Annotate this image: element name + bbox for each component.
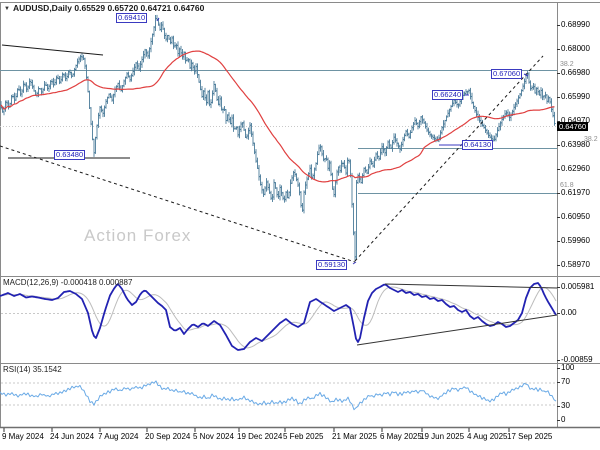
- time-axis-label: 6 May 2025: [380, 432, 422, 441]
- rsi-axis-label: 70: [561, 377, 570, 386]
- price-axis-label: 0.65990: [561, 92, 590, 101]
- time-axis-label: 7 Aug 2024: [98, 432, 139, 441]
- time-axis-label: 5 Nov 2024: [193, 432, 234, 441]
- price-axis-label: 0.61970: [561, 188, 590, 197]
- price-annotation[interactable]: 0.63480: [54, 150, 86, 160]
- price-annotation[interactable]: 0.59130: [316, 260, 348, 270]
- macd-axis-label: 0.005981: [561, 282, 595, 291]
- price-annotation[interactable]: 0.67060: [491, 69, 523, 79]
- price-axis-label: 0.59960: [561, 236, 590, 245]
- rsi-axis-label: 30: [561, 401, 570, 410]
- price-axis-label: 0.63980: [561, 140, 590, 149]
- price-axis-label: 0.66980: [561, 68, 590, 77]
- time-axis-label: 4 Aug 2025: [467, 432, 508, 441]
- rsi-indicator-label: RSI(14) 35.1542: [3, 365, 62, 374]
- price-axis-label: 0.58970: [561, 260, 590, 269]
- time-axis-label: 19 Dec 2024: [237, 432, 283, 441]
- ohlc-values: 0.65529 0.65720 0.64721 0.64760: [74, 3, 205, 13]
- symbol-dropdown-icon[interactable]: ▼: [4, 6, 10, 12]
- fib-level-label: 61.8: [560, 182, 574, 189]
- time-axis-label: 19 Jun 2025: [420, 432, 465, 441]
- price-axis-label: 0.64970: [561, 116, 590, 125]
- chart-title: ▼ AUDUSD,Daily 0.65529 0.65720 0.64721 0.…: [4, 3, 204, 13]
- fib-level-label: 38.2: [584, 136, 598, 143]
- time-axis-label: 24 Jun 2024: [50, 432, 95, 441]
- watermark: Action Forex: [84, 226, 192, 245]
- rsi-axis-label: 0: [561, 415, 566, 424]
- rsi-axis-label: 100: [561, 363, 575, 372]
- price-axis-label: 0.68990: [561, 20, 590, 29]
- time-axis-label: 21 Mar 2025: [332, 432, 377, 441]
- price-axis-label: 0.62960: [561, 164, 590, 173]
- macd-axis-label: -0.00859: [561, 355, 593, 364]
- price-annotation[interactable]: 0.66240: [432, 90, 464, 100]
- price-annotation[interactable]: 0.69410: [116, 13, 148, 23]
- fib-level-label: 38.2: [560, 61, 574, 68]
- time-axis-label: 20 Sep 2024: [145, 432, 191, 441]
- macd-indicator-label: MACD(12,26,9) -0.000418 0.000887: [3, 278, 133, 287]
- macd-axis-label: 0.00: [561, 308, 577, 317]
- time-axis-label: 17 Sep 2025: [507, 432, 553, 441]
- symbol-period-label: AUDUSD,Daily: [12, 3, 72, 13]
- time-axis-label: 5 Feb 2025: [283, 432, 324, 441]
- price-annotation[interactable]: 0.64130: [462, 140, 494, 150]
- current-price-tag: 0.64760: [557, 122, 589, 131]
- price-axis-label: 0.60950: [561, 212, 590, 221]
- time-axis-label: 9 May 2024: [2, 432, 44, 441]
- price-axis-label: 0.68000: [561, 44, 590, 53]
